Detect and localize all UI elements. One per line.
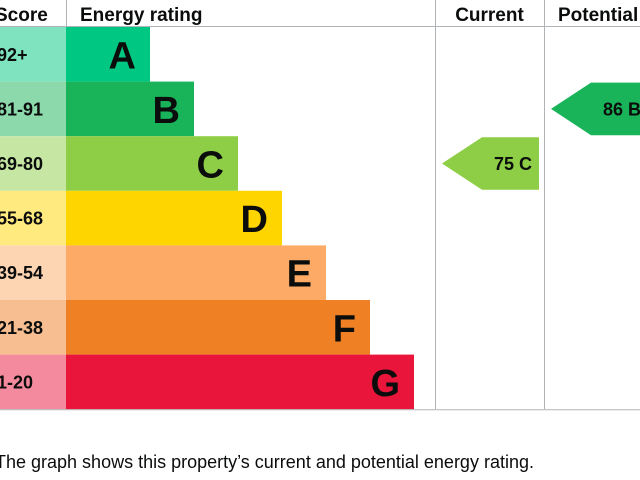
header-energy-rating: Energy rating: [80, 5, 202, 26]
band-bar-g: [66, 354, 414, 410]
potential-arrow: [551, 82, 640, 136]
potential-rating-label: 86 B: [603, 99, 640, 119]
score-range-label: 21-38: [0, 318, 43, 338]
band-letter-c: C: [197, 145, 224, 187]
score-range-label: 39-54: [0, 263, 43, 283]
score-cell: [0, 27, 66, 82]
score-cell: [0, 190, 66, 246]
band-bar-a: [66, 27, 150, 82]
score-range-label: 81-91: [0, 99, 43, 119]
band-letter-f: F: [333, 308, 356, 350]
band-letter-a: A: [109, 35, 136, 77]
header-potential: Potential: [558, 5, 638, 26]
current-arrow: [442, 137, 539, 190]
band-bar-f: [66, 300, 370, 355]
current-rating-label: 75 C: [494, 154, 532, 174]
score-range-label: 1-20: [0, 372, 33, 392]
score-cell: [0, 300, 66, 355]
score-range-label: 55-68: [0, 209, 43, 229]
score-range-label: 92+: [0, 45, 28, 65]
score-range-label: 69-80: [0, 154, 43, 174]
score-cell: [0, 81, 66, 137]
band-letter-b: B: [153, 90, 180, 132]
band-letter-g: G: [370, 363, 400, 405]
chart-caption: The graph shows this property’s current …: [0, 452, 534, 472]
band-bar-d: [66, 190, 282, 246]
header-current: Current: [455, 5, 524, 26]
score-cell: [0, 136, 66, 191]
band-letter-d: D: [241, 199, 268, 241]
band-letter-e: E: [287, 254, 312, 296]
score-cell: [0, 245, 66, 300]
band-bar-b: [66, 81, 194, 137]
header-score: Score: [0, 5, 48, 26]
band-bar-c: [66, 136, 238, 191]
score-cell: [0, 354, 66, 410]
energy-rating-chart: 92+ A 81-91 B 69-80 C 55-68 D 39-54 E 21-38 F 1-20 G S…: [0, 0, 640, 411]
band-bar-e: [66, 245, 326, 300]
